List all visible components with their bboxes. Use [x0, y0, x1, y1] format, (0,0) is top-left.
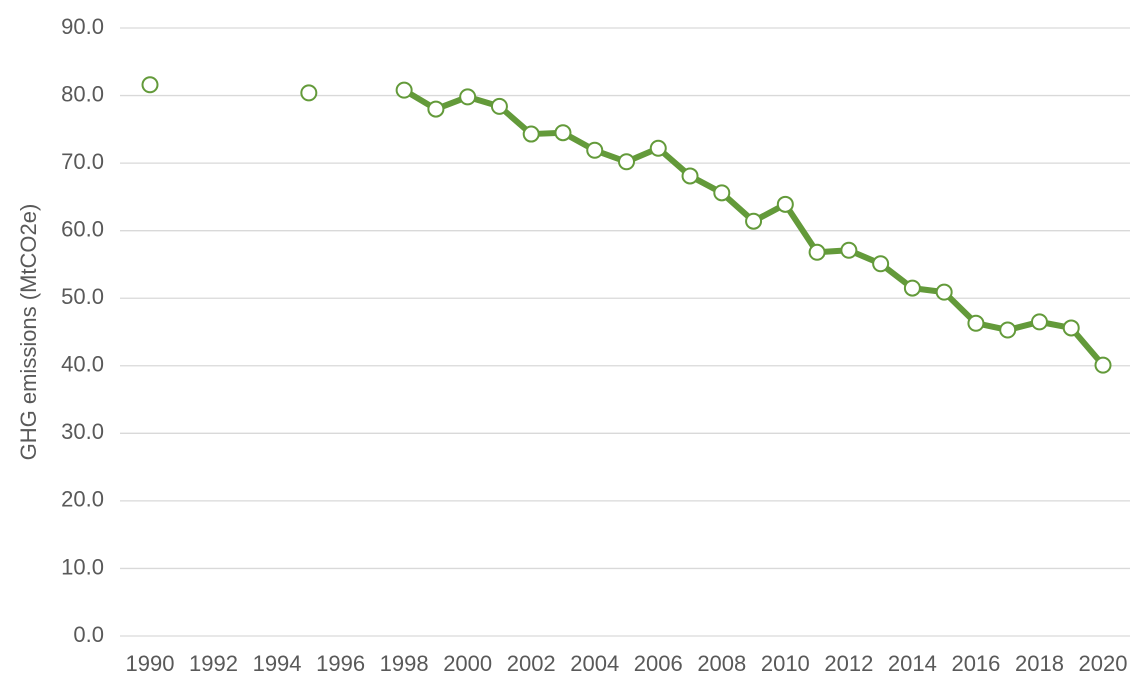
data-point	[427, 100, 445, 118]
x-tick-label: 2000	[443, 651, 492, 676]
data-point	[490, 97, 508, 115]
data-point	[1094, 356, 1112, 374]
y-tick-label: 80.0	[61, 81, 104, 106]
y-tick-label: 40.0	[61, 352, 104, 377]
x-tick-label: 2012	[824, 651, 873, 676]
data-point	[1030, 313, 1048, 331]
data-point	[586, 141, 604, 159]
data-point	[459, 88, 477, 106]
data-point	[300, 84, 318, 102]
x-tick-label: 2020	[1079, 651, 1128, 676]
x-tick-label: 2008	[697, 651, 746, 676]
x-tick-label: 2018	[1015, 651, 1064, 676]
data-point	[713, 184, 731, 202]
data-point	[649, 139, 667, 157]
x-tick-label: 1998	[380, 651, 429, 676]
data-point	[522, 125, 540, 143]
x-tick-label: 1992	[189, 651, 238, 676]
data-point	[903, 279, 921, 297]
data-point	[808, 243, 826, 261]
data-point	[141, 76, 159, 94]
data-point	[776, 195, 794, 213]
data-point	[840, 241, 858, 259]
x-tick-label: 2002	[507, 651, 556, 676]
data-point	[681, 167, 699, 185]
y-tick-label: 60.0	[61, 216, 104, 241]
x-tick-label: 2006	[634, 651, 683, 676]
y-tick-label: 0.0	[73, 622, 104, 647]
x-tick-label: 2010	[761, 651, 810, 676]
data-point	[554, 124, 572, 142]
x-tick-label: 2004	[570, 651, 619, 676]
y-tick-label: 10.0	[61, 554, 104, 579]
x-tick-label: 1994	[253, 651, 302, 676]
y-tick-label: 20.0	[61, 487, 104, 512]
y-tick-label: 90.0	[61, 14, 104, 39]
x-tick-label: 2016	[951, 651, 1000, 676]
data-point	[872, 255, 890, 273]
data-point	[745, 212, 763, 230]
data-point	[618, 153, 635, 171]
x-tick-label: 1990	[126, 651, 175, 676]
data-point	[967, 314, 985, 332]
x-tick-label: 1996	[316, 651, 365, 676]
y-tick-label: 30.0	[61, 419, 104, 444]
y-tick-label: 50.0	[61, 284, 104, 309]
data-point	[999, 321, 1017, 339]
data-point	[395, 81, 413, 99]
y-axis-label: GHG emissions (MtCO2e)	[16, 204, 41, 461]
data-point	[1062, 319, 1080, 337]
y-tick-label: 70.0	[61, 149, 104, 174]
x-tick-label: 2014	[888, 651, 937, 676]
data-point	[935, 283, 953, 301]
